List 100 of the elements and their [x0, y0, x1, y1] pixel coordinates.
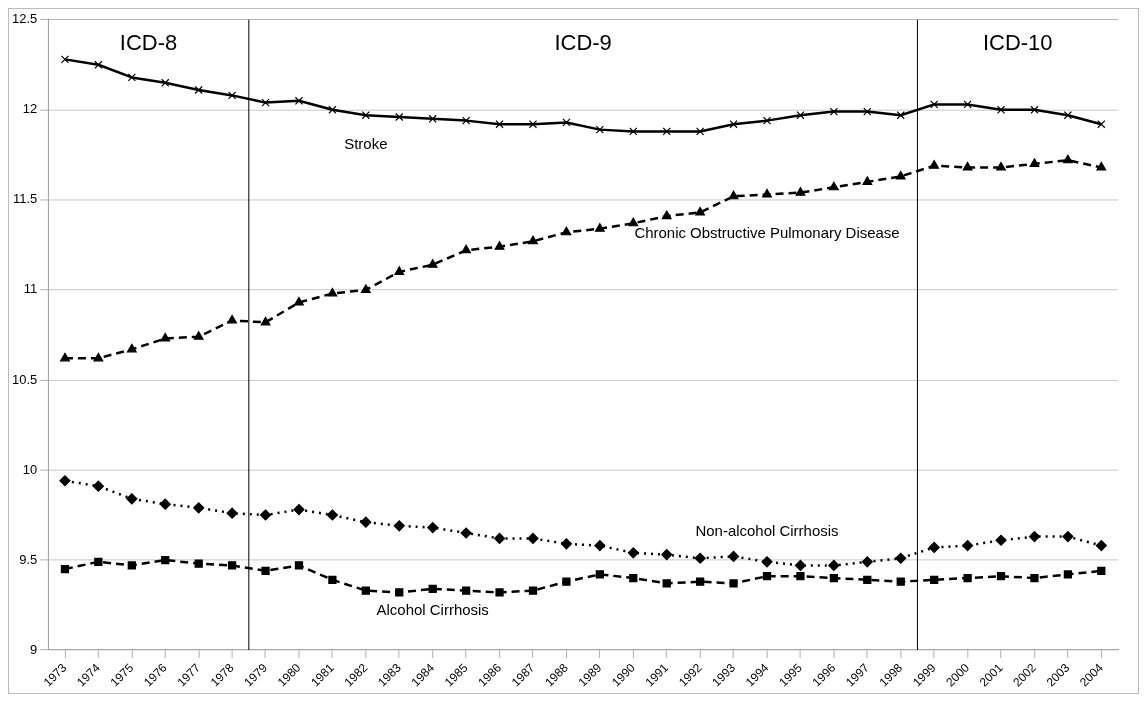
- point: [461, 586, 471, 595]
- point: [94, 557, 103, 566]
- point: [161, 78, 170, 87]
- point: [862, 176, 873, 185]
- point: [194, 559, 203, 568]
- point: [962, 540, 974, 552]
- point: [795, 187, 806, 196]
- point: [226, 507, 238, 519]
- point: [495, 588, 504, 597]
- point: [1063, 111, 1073, 120]
- series-label: Chronic Obstructive Pulmonary Disease: [634, 224, 900, 242]
- y-tick-label: 10: [22, 461, 38, 477]
- point: [127, 561, 136, 570]
- point: [728, 190, 739, 200]
- point: [930, 100, 939, 109]
- point: [60, 352, 70, 362]
- y-tick-label: 9.5: [19, 551, 38, 567]
- point: [393, 520, 405, 532]
- y-tick-label: 11: [23, 281, 38, 297]
- point: [493, 532, 506, 544]
- point: [328, 575, 337, 584]
- point: [1028, 531, 1041, 543]
- point: [762, 188, 772, 198]
- series-label: Stroke: [344, 135, 388, 153]
- point: [427, 522, 439, 534]
- point: [762, 116, 772, 125]
- point: [261, 98, 270, 107]
- point: [995, 534, 1007, 546]
- point: [594, 223, 605, 232]
- point: [761, 556, 773, 568]
- point: [627, 547, 639, 559]
- point: [1063, 570, 1073, 579]
- point: [194, 85, 203, 95]
- point: [996, 105, 1006, 114]
- y-tick-label: 9: [30, 641, 38, 657]
- point: [930, 575, 939, 584]
- point: [895, 170, 906, 180]
- point: [928, 541, 940, 553]
- point: [326, 509, 338, 521]
- point: [629, 573, 638, 583]
- point: [1095, 540, 1107, 552]
- point: [294, 96, 304, 105]
- point: [861, 556, 873, 568]
- point: [561, 226, 572, 236]
- point: [159, 498, 171, 510]
- point: [695, 206, 706, 216]
- point: [895, 552, 907, 564]
- point: [126, 343, 137, 353]
- point: [395, 588, 404, 597]
- point: [92, 480, 104, 492]
- point: [560, 538, 573, 550]
- point: [896, 577, 905, 586]
- point: [1062, 531, 1074, 543]
- point: [528, 120, 538, 129]
- point: [963, 100, 972, 109]
- point: [127, 73, 136, 82]
- point: [595, 125, 604, 134]
- point: [294, 561, 304, 570]
- point: [929, 160, 940, 169]
- point: [60, 55, 70, 64]
- point: [1029, 158, 1040, 167]
- point: [863, 575, 872, 584]
- point: [59, 475, 71, 487]
- point: [294, 296, 304, 306]
- point: [796, 111, 805, 120]
- point: [696, 127, 705, 136]
- point: [729, 579, 738, 588]
- point: [126, 493, 138, 505]
- point: [796, 572, 805, 581]
- point: [729, 120, 738, 129]
- point: [461, 244, 472, 254]
- point: [460, 527, 472, 539]
- band-label: ICD-8: [119, 29, 178, 55]
- point: [328, 105, 337, 114]
- point: [361, 586, 370, 595]
- point: [963, 573, 972, 583]
- point: [828, 559, 840, 572]
- point: [727, 550, 740, 563]
- point: [829, 107, 838, 116]
- point: [495, 120, 504, 129]
- point: [1097, 566, 1106, 575]
- y-tick-label: 11.5: [12, 191, 38, 207]
- point: [828, 181, 839, 191]
- point: [428, 114, 437, 123]
- point: [494, 241, 505, 250]
- point: [562, 577, 571, 586]
- y-tick-label: 12: [22, 101, 38, 117]
- point: [996, 572, 1006, 581]
- point: [1030, 573, 1039, 583]
- point: [562, 118, 571, 127]
- point: [161, 555, 170, 565]
- point: [528, 586, 538, 595]
- point: [160, 332, 171, 342]
- point: [261, 566, 270, 575]
- point: [193, 502, 205, 514]
- y-tick-label: 10.5: [12, 371, 38, 387]
- point: [395, 112, 404, 122]
- point: [327, 287, 338, 297]
- point: [193, 331, 204, 340]
- y-tick-label: 12.5: [12, 11, 38, 27]
